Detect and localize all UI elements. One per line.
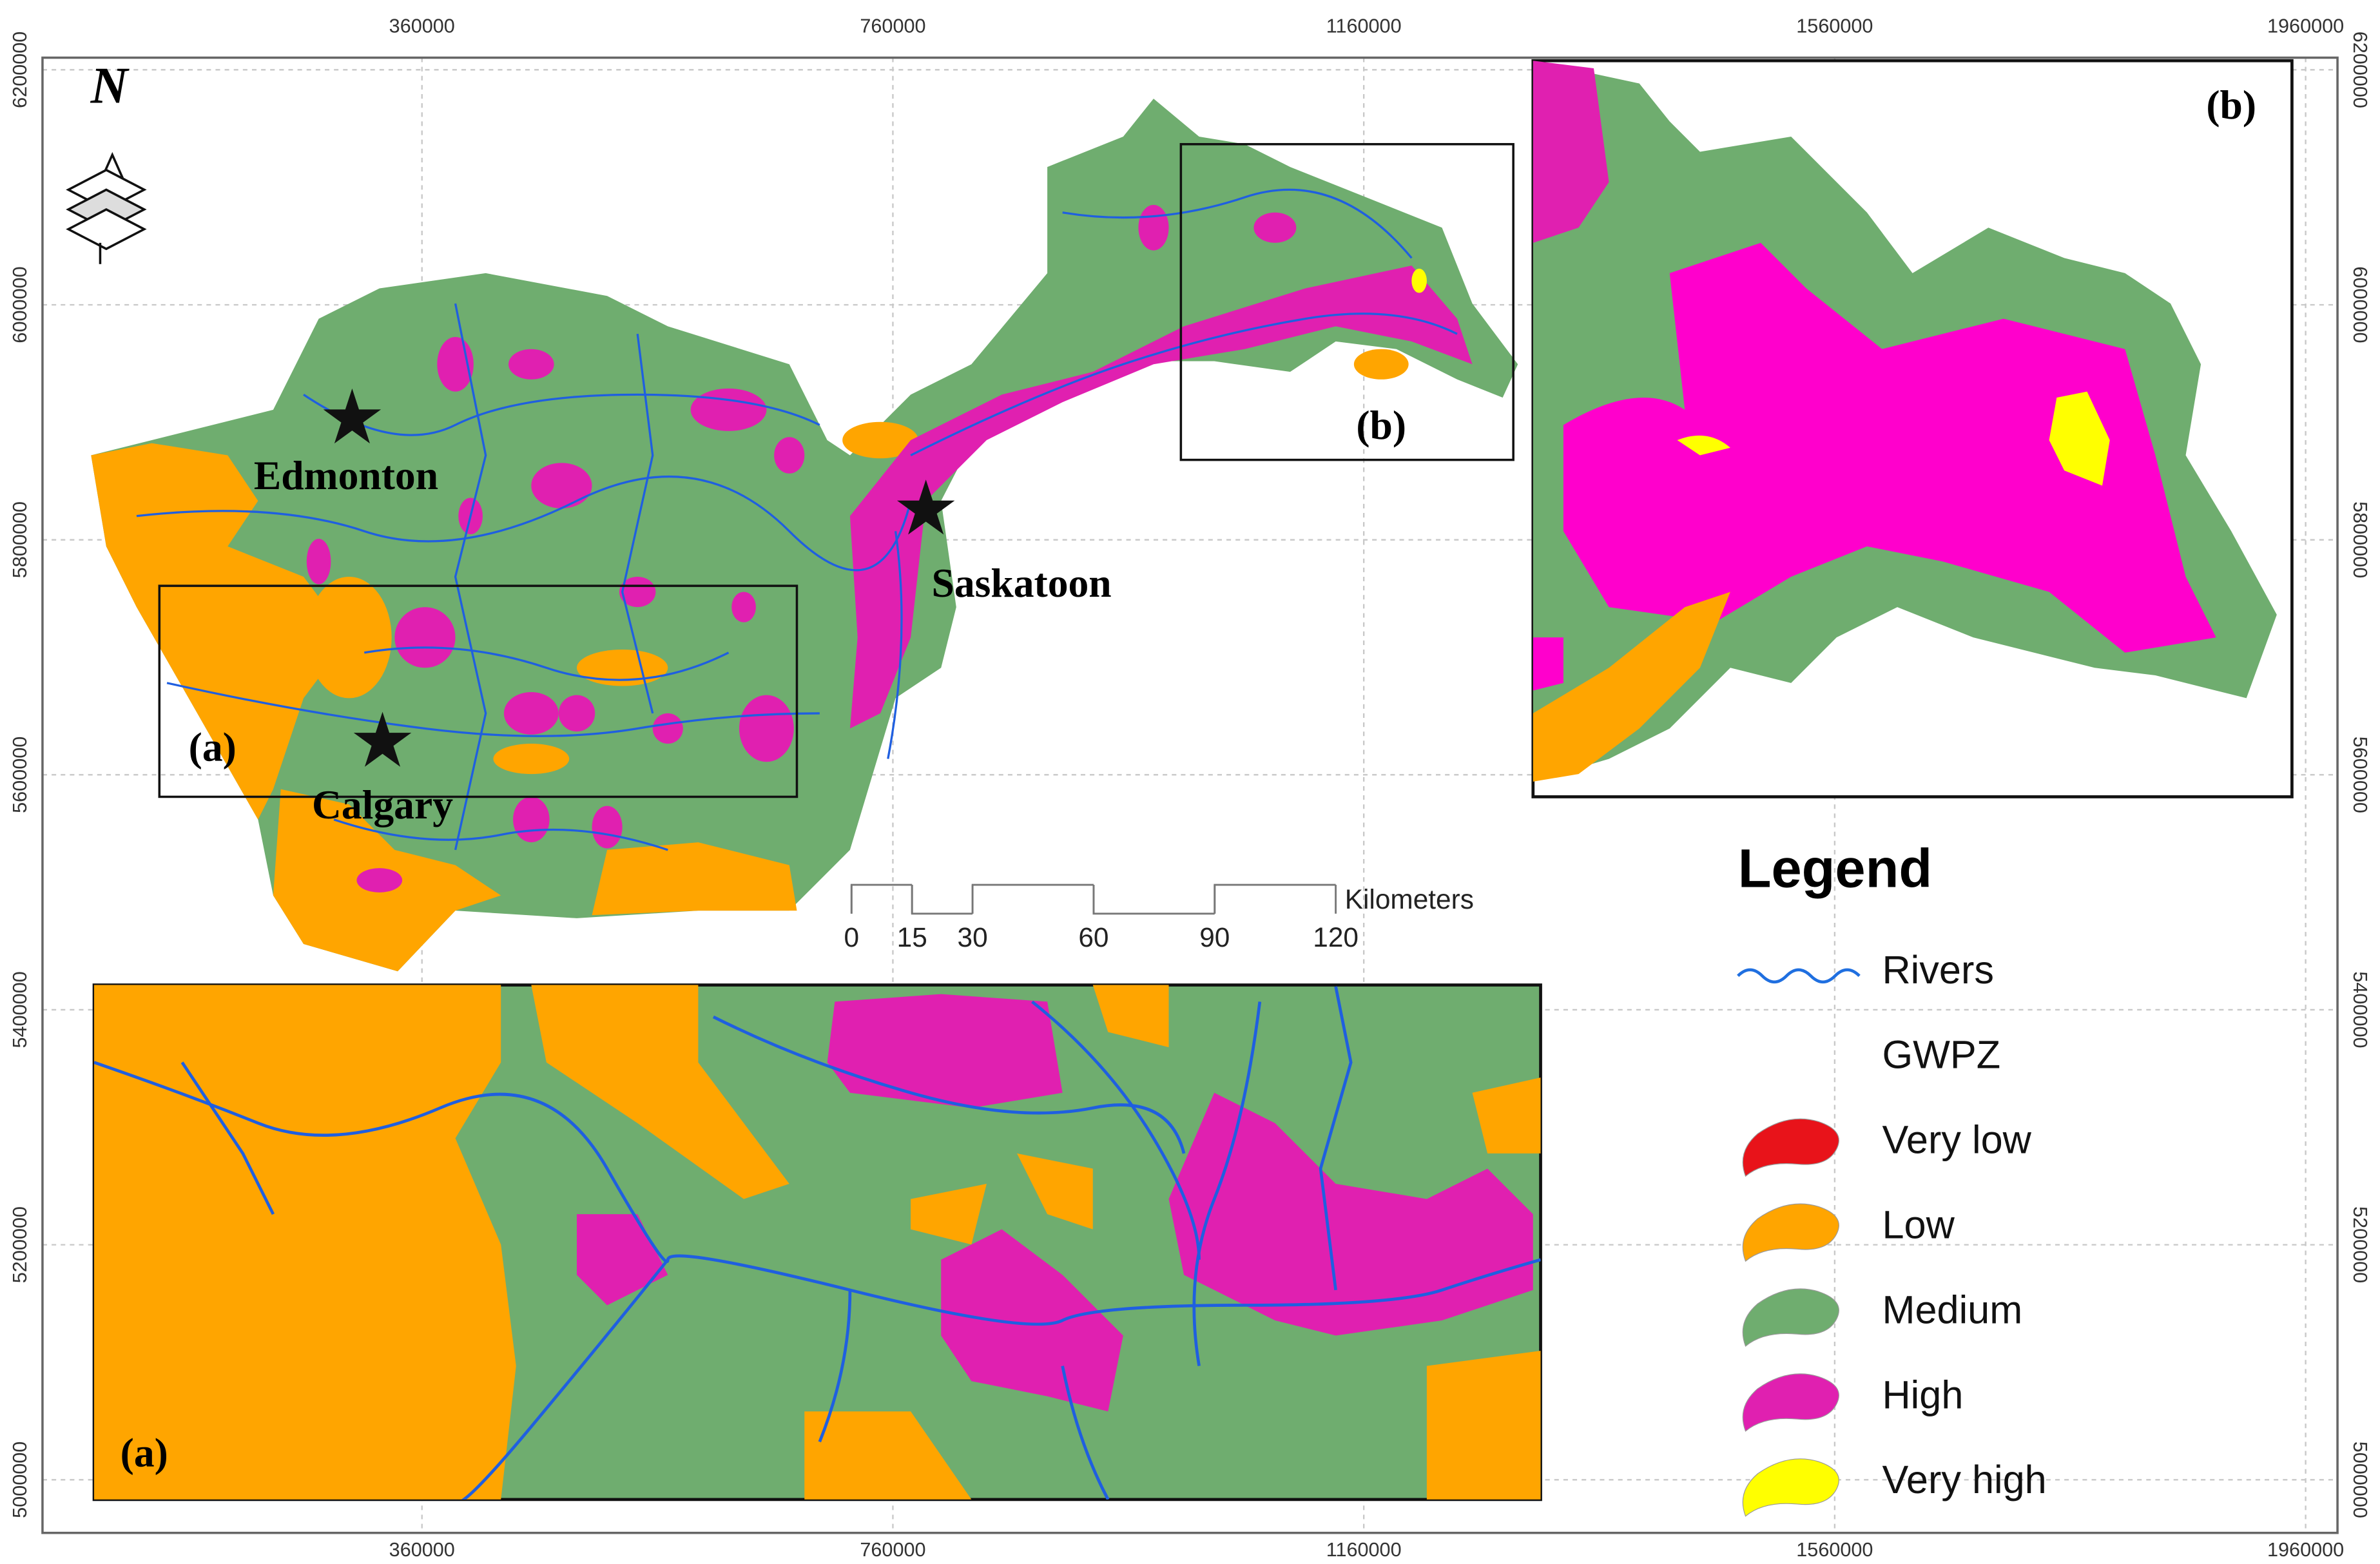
- north-label: N: [90, 58, 130, 115]
- legend-label: Rivers: [1882, 948, 1993, 992]
- y-tick-label: 5400000: [9, 971, 31, 1048]
- legend-patch: [1742, 1373, 1839, 1432]
- y-tick-label: 5800000: [9, 501, 31, 578]
- x-tick-label: 1960000: [2267, 1539, 2344, 1561]
- x-tick-label: 1160000: [1326, 1539, 1402, 1561]
- x-tick-label: 760000: [860, 1539, 925, 1561]
- legend-label: Very high: [1882, 1458, 2046, 1501]
- legend-label: Medium: [1882, 1288, 2022, 1331]
- map-frame: [41, 56, 2339, 1534]
- scale-label: 15: [897, 922, 927, 952]
- legend-patch: [1742, 1458, 1839, 1517]
- y-tick-label: 6200000: [2349, 32, 2371, 108]
- legend-patch: [1742, 1118, 1839, 1177]
- inset-marker-label: (b): [1356, 402, 1406, 448]
- inset-b-map: [1533, 61, 2277, 782]
- x-tick-label: 360000: [389, 15, 455, 37]
- scale-bar: 0 15 30 60 90 120 Kilometers: [844, 883, 1474, 952]
- inset-label: (a): [121, 1430, 168, 1476]
- scale-label: 0: [844, 922, 859, 952]
- y-tick-label: 5800000: [2349, 501, 2371, 578]
- y-tick-label: 5000000: [2349, 1442, 2371, 1518]
- legend-patch: [1742, 1203, 1839, 1262]
- y-tick-label: 5600000: [2349, 737, 2371, 813]
- x-tick-label: 760000: [860, 15, 925, 37]
- y-tick-label: 5200000: [9, 1206, 31, 1283]
- basin-map: [91, 99, 1518, 972]
- x-tick-label: 1560000: [1796, 1539, 1873, 1561]
- city-label: Saskatoon: [931, 560, 1111, 606]
- y-tick-label: 6000000: [9, 266, 31, 343]
- inset-a-map: [94, 985, 1541, 1500]
- y-tick-label: 5600000: [9, 737, 31, 813]
- legend-line: [1737, 968, 1861, 984]
- legend-label: Low: [1882, 1203, 1955, 1247]
- inset-label: (b): [2206, 82, 2256, 128]
- scale-unit: Kilometers: [1345, 884, 1474, 914]
- legend-label: High: [1882, 1373, 1963, 1416]
- inset-marker-label: (a): [189, 724, 237, 769]
- x-tick-label: 360000: [389, 1539, 455, 1561]
- x-tick-label: 1160000: [1326, 15, 1402, 37]
- city-label: Calgary: [312, 782, 453, 827]
- city-label: Edmonton: [254, 452, 438, 498]
- scale-label: 60: [1078, 922, 1108, 952]
- y-tick-label: 6000000: [2349, 266, 2371, 343]
- legend-patch: [1742, 1288, 1839, 1347]
- x-tick-label: 1960000: [2267, 15, 2344, 37]
- scale-label: 30: [958, 922, 988, 952]
- y-tick-label: 5400000: [2349, 971, 2371, 1048]
- legend: Legend Rivers GWPZ Very low Low Medium High Ve…: [1737, 838, 2047, 1517]
- y-tick-label: 5200000: [2349, 1206, 2371, 1283]
- scale-label: 120: [1313, 922, 1359, 952]
- north-arrow: [66, 151, 147, 264]
- legend-label: Very low: [1882, 1118, 2031, 1162]
- legend-label: GWPZ: [1882, 1033, 2000, 1077]
- scale-label: 90: [1199, 922, 1230, 952]
- y-tick-label: 5000000: [9, 1442, 31, 1518]
- legend-title: Legend: [1738, 838, 1932, 899]
- x-tick-label: 1560000: [1796, 15, 1873, 37]
- y-tick-label: 6200000: [9, 32, 31, 108]
